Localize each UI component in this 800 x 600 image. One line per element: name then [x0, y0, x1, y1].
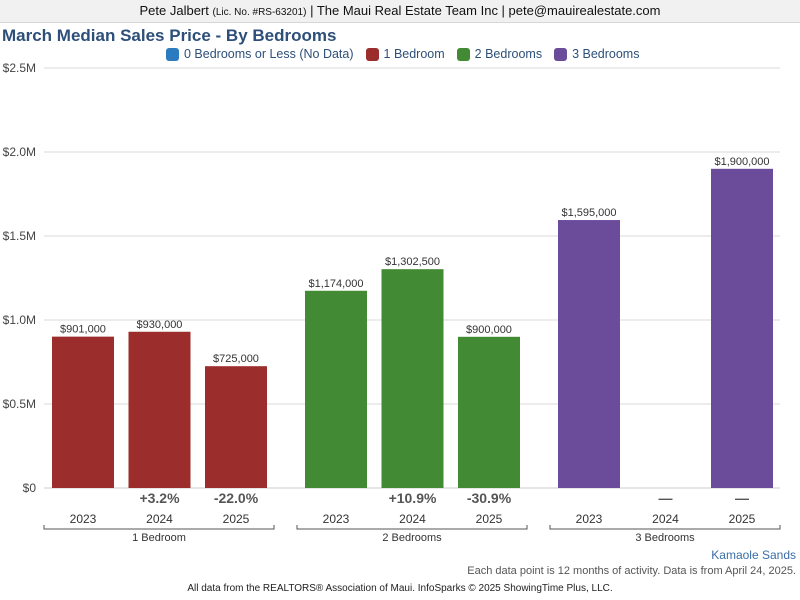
- legend-swatch: [166, 47, 179, 61]
- y-tick-label: $0.5M: [3, 397, 36, 411]
- license-number: (Lic. No. #RS-63201): [212, 7, 307, 18]
- group-label: 1 Bedroom: [132, 532, 186, 544]
- x-tick-label: 2025: [223, 512, 250, 526]
- data-label: $725,000: [213, 353, 259, 365]
- y-tick-label: $0: [23, 481, 37, 495]
- group-label: 2 Bedrooms: [382, 532, 442, 544]
- legend-item-3-bedrooms[interactable]: 3 Bedrooms: [554, 47, 639, 61]
- change-label: -30.9%: [467, 490, 512, 506]
- data-label: $1,174,000: [308, 278, 363, 290]
- x-tick-label: 2023: [70, 512, 97, 526]
- legend-item-2-bedrooms[interactable]: 2 Bedrooms: [456, 47, 543, 61]
- legend-label: 0 Bedrooms or Less (No Data): [184, 47, 354, 61]
- bar: [305, 290, 367, 488]
- legend-swatch: [365, 47, 379, 61]
- group-bracket: [549, 525, 781, 530]
- change-label: +3.2%: [139, 490, 180, 506]
- bar: [381, 269, 444, 488]
- change-label: -22.0%: [214, 490, 259, 506]
- data-label: $1,595,000: [561, 207, 616, 219]
- data-label: $930,000: [137, 319, 183, 331]
- bar: [458, 336, 520, 488]
- data-label: $1,900,000: [714, 156, 769, 168]
- x-tick-label: 2024: [399, 512, 426, 526]
- legend-label: 1 Bedroom: [383, 47, 445, 61]
- legend-swatch: [456, 47, 470, 61]
- group-bracket: [296, 525, 528, 530]
- y-tick-label: $2.5M: [3, 61, 36, 75]
- source-credit: All data from the REALTORS® Association …: [187, 583, 613, 594]
- y-tick-label: $1.0M: [3, 313, 36, 327]
- x-tick-label: 2023: [576, 512, 603, 526]
- group-bracket: [43, 525, 275, 530]
- bar: [52, 336, 114, 488]
- bar: [128, 331, 191, 488]
- bar: [711, 168, 773, 489]
- data-note: Each data point is 12 months of activity…: [467, 565, 796, 577]
- change-label: +10.9%: [389, 490, 437, 506]
- change-label: —: [735, 490, 749, 506]
- agent-name: Pete Jalbert: [139, 3, 209, 18]
- x-tick-label: 2024: [652, 512, 679, 526]
- company-email: | The Maui Real Estate Team Inc | pete@m…: [310, 3, 661, 18]
- place-name[interactable]: Kamaole Sands: [711, 548, 796, 562]
- legend-item-0-bedrooms[interactable]: 0 Bedrooms or Less (No Data): [166, 47, 354, 61]
- legend-swatch: [554, 47, 568, 61]
- group-label: 3 Bedrooms: [635, 532, 695, 544]
- x-tick-label: 2025: [476, 512, 503, 526]
- x-tick-label: 2023: [323, 512, 350, 526]
- x-tick-label: 2024: [146, 512, 173, 526]
- legend-item-1-bedroom[interactable]: 1 Bedroom: [365, 47, 445, 61]
- bar: [558, 220, 620, 489]
- chart-legend: 0 Bedrooms or Less (No Data) 1 Bedroom 2…: [166, 46, 651, 62]
- x-tick-label: 2025: [729, 512, 756, 526]
- bar-chart: $0 $0.5M $1.0M $1.5M $2.0M $2.5M $901,000 2023 $…: [3, 61, 781, 544]
- chart-title: March Median Sales Price - By Bedrooms: [2, 26, 337, 45]
- data-label: $1,302,500: [385, 256, 440, 268]
- bar: [205, 366, 267, 488]
- legend-label: 3 Bedrooms: [572, 47, 640, 61]
- legend-label: 2 Bedrooms: [474, 47, 543, 61]
- header-bar: Pete Jalbert (Lic. No. #RS-63201) | The …: [0, 0, 800, 23]
- y-tick-label: $2.0M: [3, 145, 36, 159]
- data-label: $900,000: [466, 324, 512, 336]
- y-tick-label: $1.5M: [3, 229, 36, 243]
- change-label: —: [659, 490, 673, 506]
- data-label: $901,000: [60, 324, 106, 336]
